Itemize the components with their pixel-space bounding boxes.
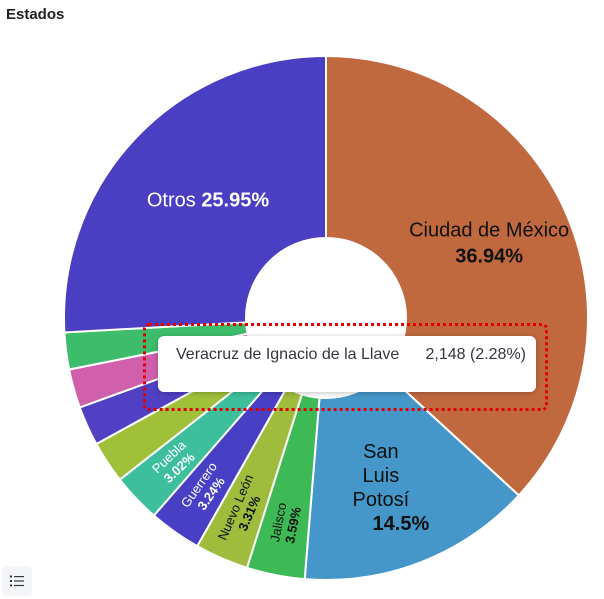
label-otros-percent: 25.95% bbox=[201, 189, 269, 211]
slice-otros[interactable] bbox=[63, 54, 327, 334]
label-otros: Otros 25.95% bbox=[147, 189, 270, 211]
label-san-luis-potosi-percent: 14.5% bbox=[373, 513, 430, 535]
highlight-box bbox=[143, 323, 548, 411]
tooltip-label: Veracruz de Ignacio de la Llave bbox=[176, 346, 400, 363]
label-san-luis-potosi-word-1: Luis bbox=[363, 465, 400, 487]
chart-tooltip: Veracruz de Ignacio de la Llave 2,148 (2… bbox=[158, 336, 536, 392]
label-ciudad-de-mexico-name: Ciudad de México bbox=[409, 219, 569, 241]
legend-toggle-button[interactable] bbox=[2, 566, 32, 596]
tooltip-value: 2,148 (2.28%) bbox=[425, 346, 526, 363]
donut-slices bbox=[63, 54, 589, 581]
label-jalisco-percent: 3.59% bbox=[282, 505, 304, 544]
panel-title: Estados bbox=[6, 6, 65, 23]
label-san-luis-potosi-word-2: Potosí bbox=[353, 489, 410, 511]
list-icon bbox=[10, 575, 24, 587]
label-ciudad-de-mexico-percent: 36.94% bbox=[455, 245, 523, 267]
label-san-luis-potosi-word-0: San bbox=[363, 441, 399, 463]
